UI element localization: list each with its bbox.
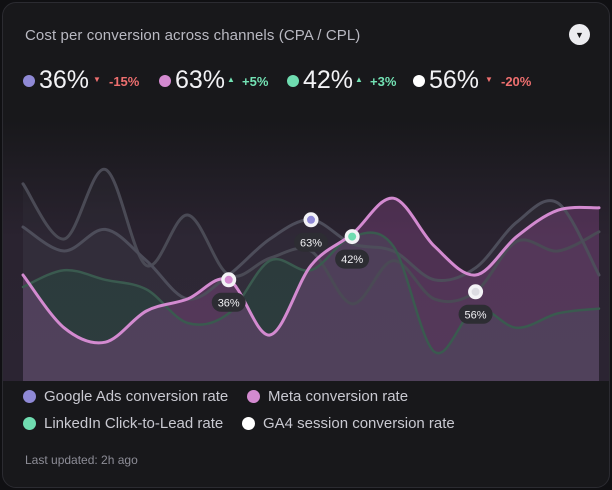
legend-label: LinkedIn Click-to-Lead rate bbox=[44, 415, 224, 432]
ga4-dot-icon bbox=[242, 417, 255, 430]
arrow-up-icon: ▲ bbox=[355, 75, 363, 84]
kpi-delta: +3% bbox=[370, 74, 397, 89]
google-dot-icon bbox=[23, 390, 36, 403]
area-chart: 63% 36% 42% 56% bbox=[3, 121, 609, 381]
chart-title: Cost per conversion across channels (CPA… bbox=[25, 27, 361, 44]
meta-dot-icon bbox=[247, 390, 260, 403]
data-point-core-linkedin bbox=[348, 232, 357, 241]
linkedin-dot-icon bbox=[287, 75, 299, 87]
series-line-linkedin bbox=[21, 231, 601, 355]
caret-down-icon[interactable]: ▼ bbox=[569, 24, 590, 45]
data-label-badge-ga4 bbox=[458, 304, 493, 324]
data-label-badge-linkedin bbox=[335, 249, 370, 269]
kpi-value: 42% bbox=[303, 66, 354, 94]
kpi-value: 63% bbox=[175, 66, 226, 94]
data-label-meta: 36% bbox=[218, 297, 240, 309]
meta-dot-icon bbox=[159, 75, 171, 87]
series-line-meta bbox=[21, 196, 601, 345]
kpi-delta: -15% bbox=[109, 74, 140, 89]
legend-label: Google Ads conversion rate bbox=[44, 388, 229, 405]
linkedin-dot-icon bbox=[23, 417, 36, 430]
area-linkedin bbox=[23, 232, 599, 381]
last-updated: Last updated: 2h ago bbox=[25, 453, 138, 467]
arrow-down-icon: ▼ bbox=[93, 75, 101, 84]
kpi-delta: -20% bbox=[501, 74, 532, 89]
data-label-ga4: 56% bbox=[465, 309, 487, 321]
kpi-value: 36% bbox=[39, 66, 90, 94]
data-label-badge-meta bbox=[211, 292, 246, 312]
data-label-google: 63% bbox=[300, 237, 322, 249]
legend-label: Meta conversion rate bbox=[268, 388, 409, 405]
kpi-value: 56% bbox=[429, 66, 480, 94]
area-ga4 bbox=[23, 169, 599, 381]
arrow-down-icon: ▼ bbox=[485, 75, 493, 84]
ga4-dot-icon bbox=[413, 75, 425, 87]
data-point-core-ga4 bbox=[471, 287, 480, 296]
data-label-badge-google bbox=[294, 232, 328, 252]
arrow-up-icon: ▲ bbox=[227, 75, 235, 84]
kpi-delta: +5% bbox=[242, 74, 269, 89]
legend-label: GA4 session conversion rate bbox=[263, 415, 455, 432]
data-point-core-google bbox=[307, 215, 315, 224]
data-label-linkedin: 42% bbox=[341, 254, 363, 266]
google-dot-icon bbox=[23, 75, 35, 87]
data-point-core-meta bbox=[224, 275, 233, 284]
